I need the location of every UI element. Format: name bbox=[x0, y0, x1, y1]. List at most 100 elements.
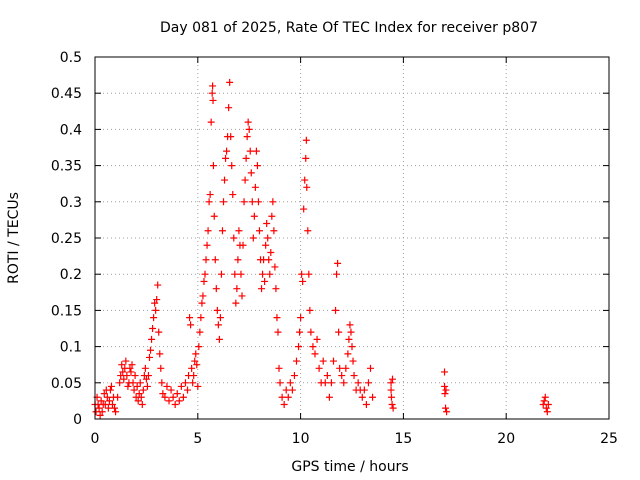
data-point bbox=[261, 277, 269, 285]
data-point bbox=[181, 379, 189, 387]
data-point bbox=[152, 306, 160, 314]
data-point bbox=[225, 104, 233, 112]
data-point bbox=[186, 314, 194, 322]
data-point bbox=[149, 325, 157, 332]
data-point bbox=[252, 147, 260, 155]
data-point bbox=[97, 397, 105, 405]
data-point bbox=[218, 227, 226, 235]
data-point bbox=[327, 379, 335, 387]
data-point bbox=[309, 343, 317, 351]
data-point bbox=[177, 382, 185, 390]
data-point bbox=[147, 346, 155, 354]
data-point bbox=[333, 270, 341, 278]
data-point bbox=[179, 393, 187, 401]
data-point bbox=[209, 162, 217, 170]
data-point bbox=[96, 411, 104, 419]
data-point bbox=[129, 379, 137, 387]
data-point bbox=[348, 343, 356, 351]
y-tick-label: 0.4 bbox=[60, 122, 82, 138]
data-point bbox=[269, 198, 277, 206]
data-point bbox=[239, 241, 247, 249]
data-point bbox=[244, 118, 252, 126]
data-point bbox=[169, 393, 177, 401]
data-point bbox=[313, 335, 321, 343]
data-point bbox=[235, 227, 243, 235]
data-point bbox=[196, 328, 204, 336]
data-point bbox=[243, 133, 251, 141]
data-point bbox=[335, 328, 343, 336]
data-point bbox=[441, 382, 449, 390]
plot-frame bbox=[94, 56, 610, 420]
data-point bbox=[389, 375, 397, 383]
data-point bbox=[442, 386, 450, 394]
data-point bbox=[441, 390, 449, 398]
data-point bbox=[301, 176, 309, 184]
data-point bbox=[306, 306, 314, 314]
data-point bbox=[127, 368, 135, 376]
data-point bbox=[226, 78, 234, 86]
y-tick-label: 0.45 bbox=[51, 86, 82, 102]
data-point bbox=[245, 125, 253, 133]
data-point bbox=[229, 191, 237, 199]
data-point bbox=[122, 357, 130, 365]
data-point bbox=[187, 321, 195, 329]
data-point bbox=[443, 408, 451, 416]
data-point bbox=[144, 372, 152, 380]
data-point bbox=[367, 364, 375, 372]
data-point bbox=[200, 277, 208, 285]
data-point bbox=[282, 386, 290, 394]
data-point bbox=[302, 136, 310, 144]
data-point bbox=[334, 259, 342, 267]
data-point bbox=[211, 256, 219, 264]
data-point bbox=[156, 350, 164, 358]
data-point bbox=[209, 82, 217, 90]
data-point bbox=[354, 379, 362, 387]
data-point bbox=[141, 364, 149, 372]
data-point bbox=[192, 350, 200, 358]
data-point bbox=[275, 364, 283, 372]
x-tick-label: 5 bbox=[193, 431, 202, 447]
data-point bbox=[116, 379, 124, 387]
y-tick-label: 0.5 bbox=[60, 50, 82, 66]
data-point bbox=[223, 147, 231, 155]
data-point bbox=[274, 328, 282, 336]
data-point bbox=[290, 372, 298, 380]
data-point bbox=[103, 393, 111, 401]
data-point bbox=[126, 364, 134, 372]
data-point bbox=[106, 386, 114, 394]
data-point bbox=[267, 248, 275, 256]
data-point bbox=[158, 379, 166, 387]
data-point bbox=[197, 314, 205, 322]
data-point bbox=[213, 306, 221, 314]
data-point bbox=[542, 404, 550, 412]
data-point bbox=[153, 296, 161, 304]
data-point bbox=[364, 379, 372, 387]
data-point bbox=[163, 382, 171, 390]
data-point bbox=[250, 212, 258, 220]
chart-title: Day 081 of 2025, Rate Of TEC Index for r… bbox=[160, 20, 538, 36]
data-point bbox=[124, 382, 132, 390]
data-point bbox=[302, 154, 310, 162]
data-point bbox=[387, 379, 395, 387]
data-point bbox=[266, 270, 274, 278]
data-point bbox=[286, 379, 294, 387]
y-axis-title: ROTI / TECUs bbox=[6, 192, 22, 284]
data-point bbox=[165, 397, 173, 405]
data-point bbox=[441, 368, 449, 376]
data-point bbox=[350, 372, 358, 380]
y-tick-label: 0.25 bbox=[51, 231, 82, 247]
data-point bbox=[241, 176, 249, 184]
data-point bbox=[215, 335, 223, 343]
data-point bbox=[251, 183, 259, 191]
data-point bbox=[157, 364, 165, 372]
data-point bbox=[231, 270, 239, 278]
data-point bbox=[207, 118, 215, 126]
data-point bbox=[220, 198, 227, 206]
data-point bbox=[191, 357, 199, 365]
data-point bbox=[228, 162, 236, 170]
data-point bbox=[194, 382, 202, 390]
data-point bbox=[118, 361, 126, 369]
data-point bbox=[307, 328, 315, 336]
x-axis-title: GPS time / hours bbox=[291, 459, 408, 475]
data-point bbox=[278, 393, 286, 401]
